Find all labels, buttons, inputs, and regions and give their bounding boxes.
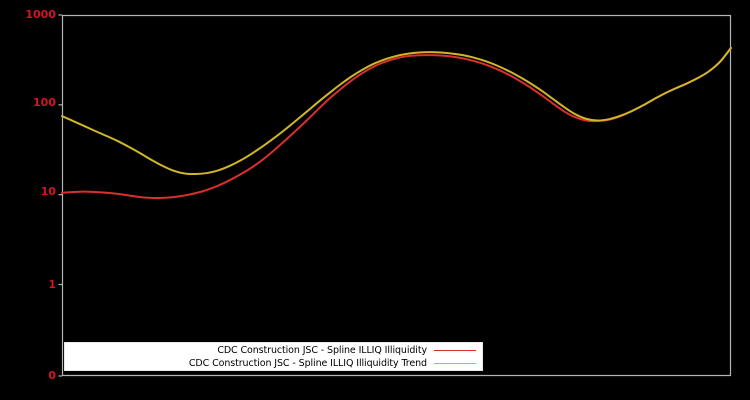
legend-item-illiquidity[interactable]: CDC Construction JSC - Spline ILLIQ Illi… bbox=[65, 344, 482, 357]
legend-item-illiquidity-trend[interactable]: CDC Construction JSC - Spline ILLIQ Illi… bbox=[65, 357, 482, 370]
y-tick-label-0: 0 bbox=[48, 369, 56, 382]
legend-swatch-illiquidity bbox=[434, 349, 476, 351]
y-tick-label-1000: 1000 bbox=[25, 8, 56, 21]
series-line-illiquidity bbox=[61, 46, 732, 200]
y-tick-label-1: 1 bbox=[48, 278, 56, 291]
y-tick-label-10: 10 bbox=[40, 185, 56, 198]
legend-label-illiquidity: CDC Construction JSC - Spline ILLIQ Illi… bbox=[217, 344, 427, 356]
chart-legend[interactable]: CDC Construction JSC - Spline ILLIQ Illi… bbox=[64, 342, 483, 371]
axis-frame bbox=[61, 14, 732, 377]
data-series-group bbox=[61, 46, 732, 200]
y-tick-marks bbox=[58, 14, 62, 377]
legend-swatch-illiquidity-trend bbox=[434, 362, 476, 364]
legend-label-illiquidity-trend: CDC Construction JSC - Spline ILLIQ Illi… bbox=[188, 357, 427, 369]
y-tick-label-100: 100 bbox=[33, 96, 56, 109]
series-line-illiquidity-trend bbox=[61, 46, 732, 176]
